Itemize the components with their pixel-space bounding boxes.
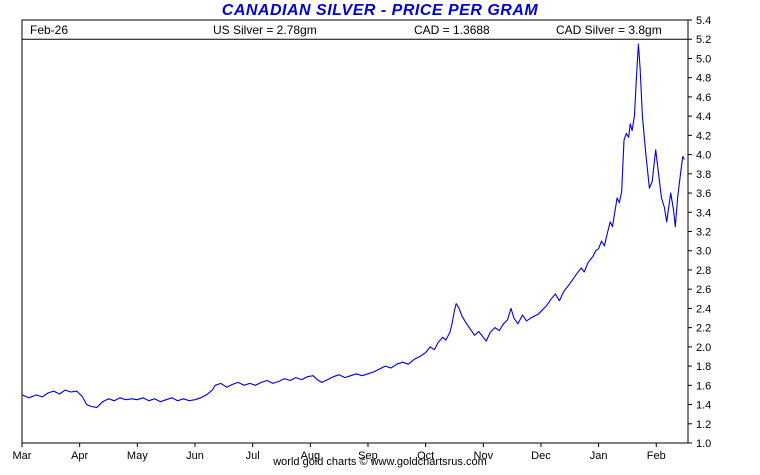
x-tick-label: Jun <box>186 450 204 462</box>
y-tick-label: 5.2 <box>696 34 711 46</box>
y-tick-label: 4.4 <box>696 111 711 123</box>
y-tick-label: 2.6 <box>696 284 711 296</box>
x-tick-label: Oct <box>417 450 434 462</box>
x-tick-label: Apr <box>71 450 88 462</box>
y-tick-label: 3.8 <box>696 169 711 181</box>
y-tick-label: 4.0 <box>696 150 711 162</box>
x-tick-label: Sep <box>358 450 378 462</box>
y-tick-label: 2.2 <box>696 323 711 335</box>
x-tick-label: Dec <box>531 450 551 462</box>
y-tick-label: 3.2 <box>696 227 711 239</box>
price-series-line <box>21 43 685 408</box>
x-tick-label: Feb <box>647 450 666 462</box>
quote-cad-rate: CAD = 1.3688 <box>414 23 490 37</box>
y-tick-label: 4.8 <box>696 73 711 85</box>
x-tick-label: May <box>127 450 148 462</box>
y-tick-label: 4.6 <box>696 92 711 104</box>
y-tick-label: 2.0 <box>696 342 711 354</box>
y-tick-label: 1.4 <box>696 400 711 412</box>
plot-border <box>21 19 689 444</box>
y-tick-label: 3.6 <box>696 188 711 200</box>
chart-title: CANADIAN SILVER - PRICE PER GRAM <box>221 2 539 19</box>
y-tick-label: 1.6 <box>696 380 711 392</box>
y-tick-label: 3.0 <box>696 246 711 258</box>
y-tick-label: 4.2 <box>696 130 711 142</box>
y-tick-label: 5.0 <box>696 53 711 65</box>
y-tick-label: 2.4 <box>696 303 711 315</box>
x-tick-label: Jan <box>590 450 608 462</box>
y-tick-label: 1.2 <box>696 419 711 431</box>
y-tick-label: 5.4 <box>696 15 711 27</box>
x-tick-label: Nov <box>474 450 494 462</box>
x-tick-label: Jul <box>246 450 260 462</box>
quote-us-silver: US Silver = 2.78gm <box>213 23 317 37</box>
quote-date: Feb-26 <box>30 23 69 37</box>
footer-credit: world gold charts © www.goldchartsrus.co… <box>273 456 487 468</box>
y-tick-label: 2.8 <box>696 265 711 277</box>
y-tick-label: 1.8 <box>696 361 711 373</box>
x-tick-label: Aug <box>301 450 321 462</box>
quote-cad-silver: CAD Silver = 3.8gm <box>556 23 662 37</box>
y-tick-label: 1.0 <box>696 438 711 450</box>
y-tick-label: 3.4 <box>696 207 711 219</box>
x-tick-label: Mar <box>13 450 32 462</box>
